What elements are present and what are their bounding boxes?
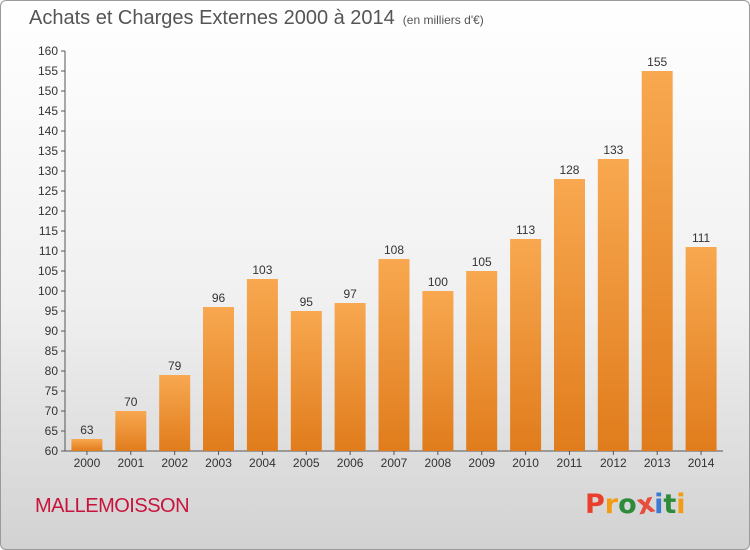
value-label-2002: 79 — [168, 359, 182, 373]
bar-2012 — [597, 159, 629, 451]
x-tick-label: 2010 — [512, 456, 539, 470]
bar-2005 — [290, 311, 322, 451]
value-label-2010: 113 — [516, 223, 535, 237]
bar-2003 — [203, 307, 234, 451]
x-tick-label: 2002 — [161, 456, 188, 470]
value-label-2003: 96 — [212, 291, 226, 305]
bar-2010 — [510, 239, 542, 451]
value-label-2011: 128 — [559, 163, 579, 177]
y-tick-label: 85 — [45, 344, 59, 358]
y-tick-label: 75 — [45, 384, 59, 398]
bar-2004 — [246, 279, 278, 451]
y-tick-label: 160 — [38, 44, 58, 58]
y-tick-label: 120 — [38, 204, 58, 218]
y-tick-label: 60 — [45, 444, 59, 458]
y-tick-label: 65 — [45, 424, 59, 438]
y-tick-label: 95 — [45, 304, 59, 318]
proxiti-logo: Proxiti — [585, 488, 686, 522]
x-tick-label: 2007 — [381, 456, 408, 470]
logo-letter: t — [663, 489, 677, 520]
value-label-2009: 105 — [472, 255, 492, 269]
y-tick-label: 105 — [38, 264, 58, 278]
bar-2013 — [641, 71, 673, 451]
chart-title-text: Achats et Charges Externes 2000 à 2014 — [29, 7, 395, 29]
y-tick-label: 125 — [38, 184, 58, 198]
logo-letter: i — [676, 489, 686, 520]
y-tick-label: 110 — [39, 244, 58, 258]
x-tick-label: 2006 — [337, 456, 364, 470]
logo-letter: i — [654, 489, 664, 520]
bar-2001 — [115, 411, 147, 451]
value-label-2004: 103 — [252, 263, 272, 277]
x-axis: 2000 2001 2002 2003 2004 2005 2006 2007 2008 2009… — [65, 450, 723, 470]
bar-2007 — [378, 259, 410, 451]
value-labels: 63 70 79 96 103 95 97 108 100 105 113 128 133 155 111 — [80, 55, 710, 437]
y-tick-label: 150 — [38, 84, 58, 98]
logo-letter: P — [585, 489, 605, 520]
x-tick-label: 2005 — [293, 456, 320, 470]
y-tick-label: 80 — [45, 364, 59, 378]
x-tick-label: 2000 — [74, 456, 101, 470]
logo-letter: o — [618, 489, 637, 520]
bar-2000 — [71, 439, 103, 451]
y-axis: 60 65 70 75 80 85 90 95 100 105 110 115 120 125 130 135… — [38, 44, 66, 458]
y-tick-label: 130 — [38, 164, 58, 178]
bar-2002 — [159, 375, 191, 451]
value-label-2006: 97 — [343, 287, 357, 301]
value-label-2007: 108 — [384, 243, 404, 257]
y-tick-label: 115 — [39, 224, 58, 238]
value-label-2000: 63 — [80, 423, 94, 437]
value-label-2008: 100 — [428, 275, 448, 289]
x-tick-label: 2003 — [205, 456, 232, 470]
y-tick-label: 90 — [45, 324, 59, 338]
value-label-2013: 155 — [647, 55, 667, 69]
chart-title: Achats et Charges Externes 2000 à 2014 (e… — [29, 7, 484, 30]
x-tick-label: 2004 — [249, 456, 276, 470]
bar-2014 — [685, 247, 717, 451]
x-tick-label: 2009 — [468, 456, 495, 470]
value-label-2014: 111 — [692, 231, 711, 245]
value-label-2005: 95 — [300, 295, 314, 309]
y-tick-label: 70 — [45, 404, 59, 418]
x-tick-label: 2011 — [557, 456, 583, 470]
x-tick-label: 2008 — [425, 456, 452, 470]
commune-name: MALLEMOISSON — [35, 495, 190, 517]
y-tick-label: 100 — [38, 284, 58, 298]
value-label-2001: 70 — [124, 395, 138, 409]
y-tick-label: 155 — [38, 64, 58, 78]
value-label-2012: 133 — [603, 143, 623, 157]
y-tick-label: 145 — [38, 104, 58, 118]
bar-2009 — [466, 271, 498, 451]
y-tick-label: 140 — [38, 124, 58, 138]
chart-subtitle: (en milliers d'€) — [402, 13, 484, 27]
logo-letter: r — [604, 489, 619, 520]
y-tick-label: 135 — [38, 144, 58, 158]
x-tick-label: 2012 — [600, 456, 627, 470]
x-tick-label: 2014 — [688, 456, 715, 470]
bar-2011 — [554, 179, 585, 451]
bar-2008 — [422, 291, 454, 451]
x-tick-label: 2001 — [117, 456, 144, 470]
x-tick-label: 2013 — [644, 456, 671, 470]
bar-2006 — [334, 303, 366, 451]
bars — [71, 71, 717, 451]
